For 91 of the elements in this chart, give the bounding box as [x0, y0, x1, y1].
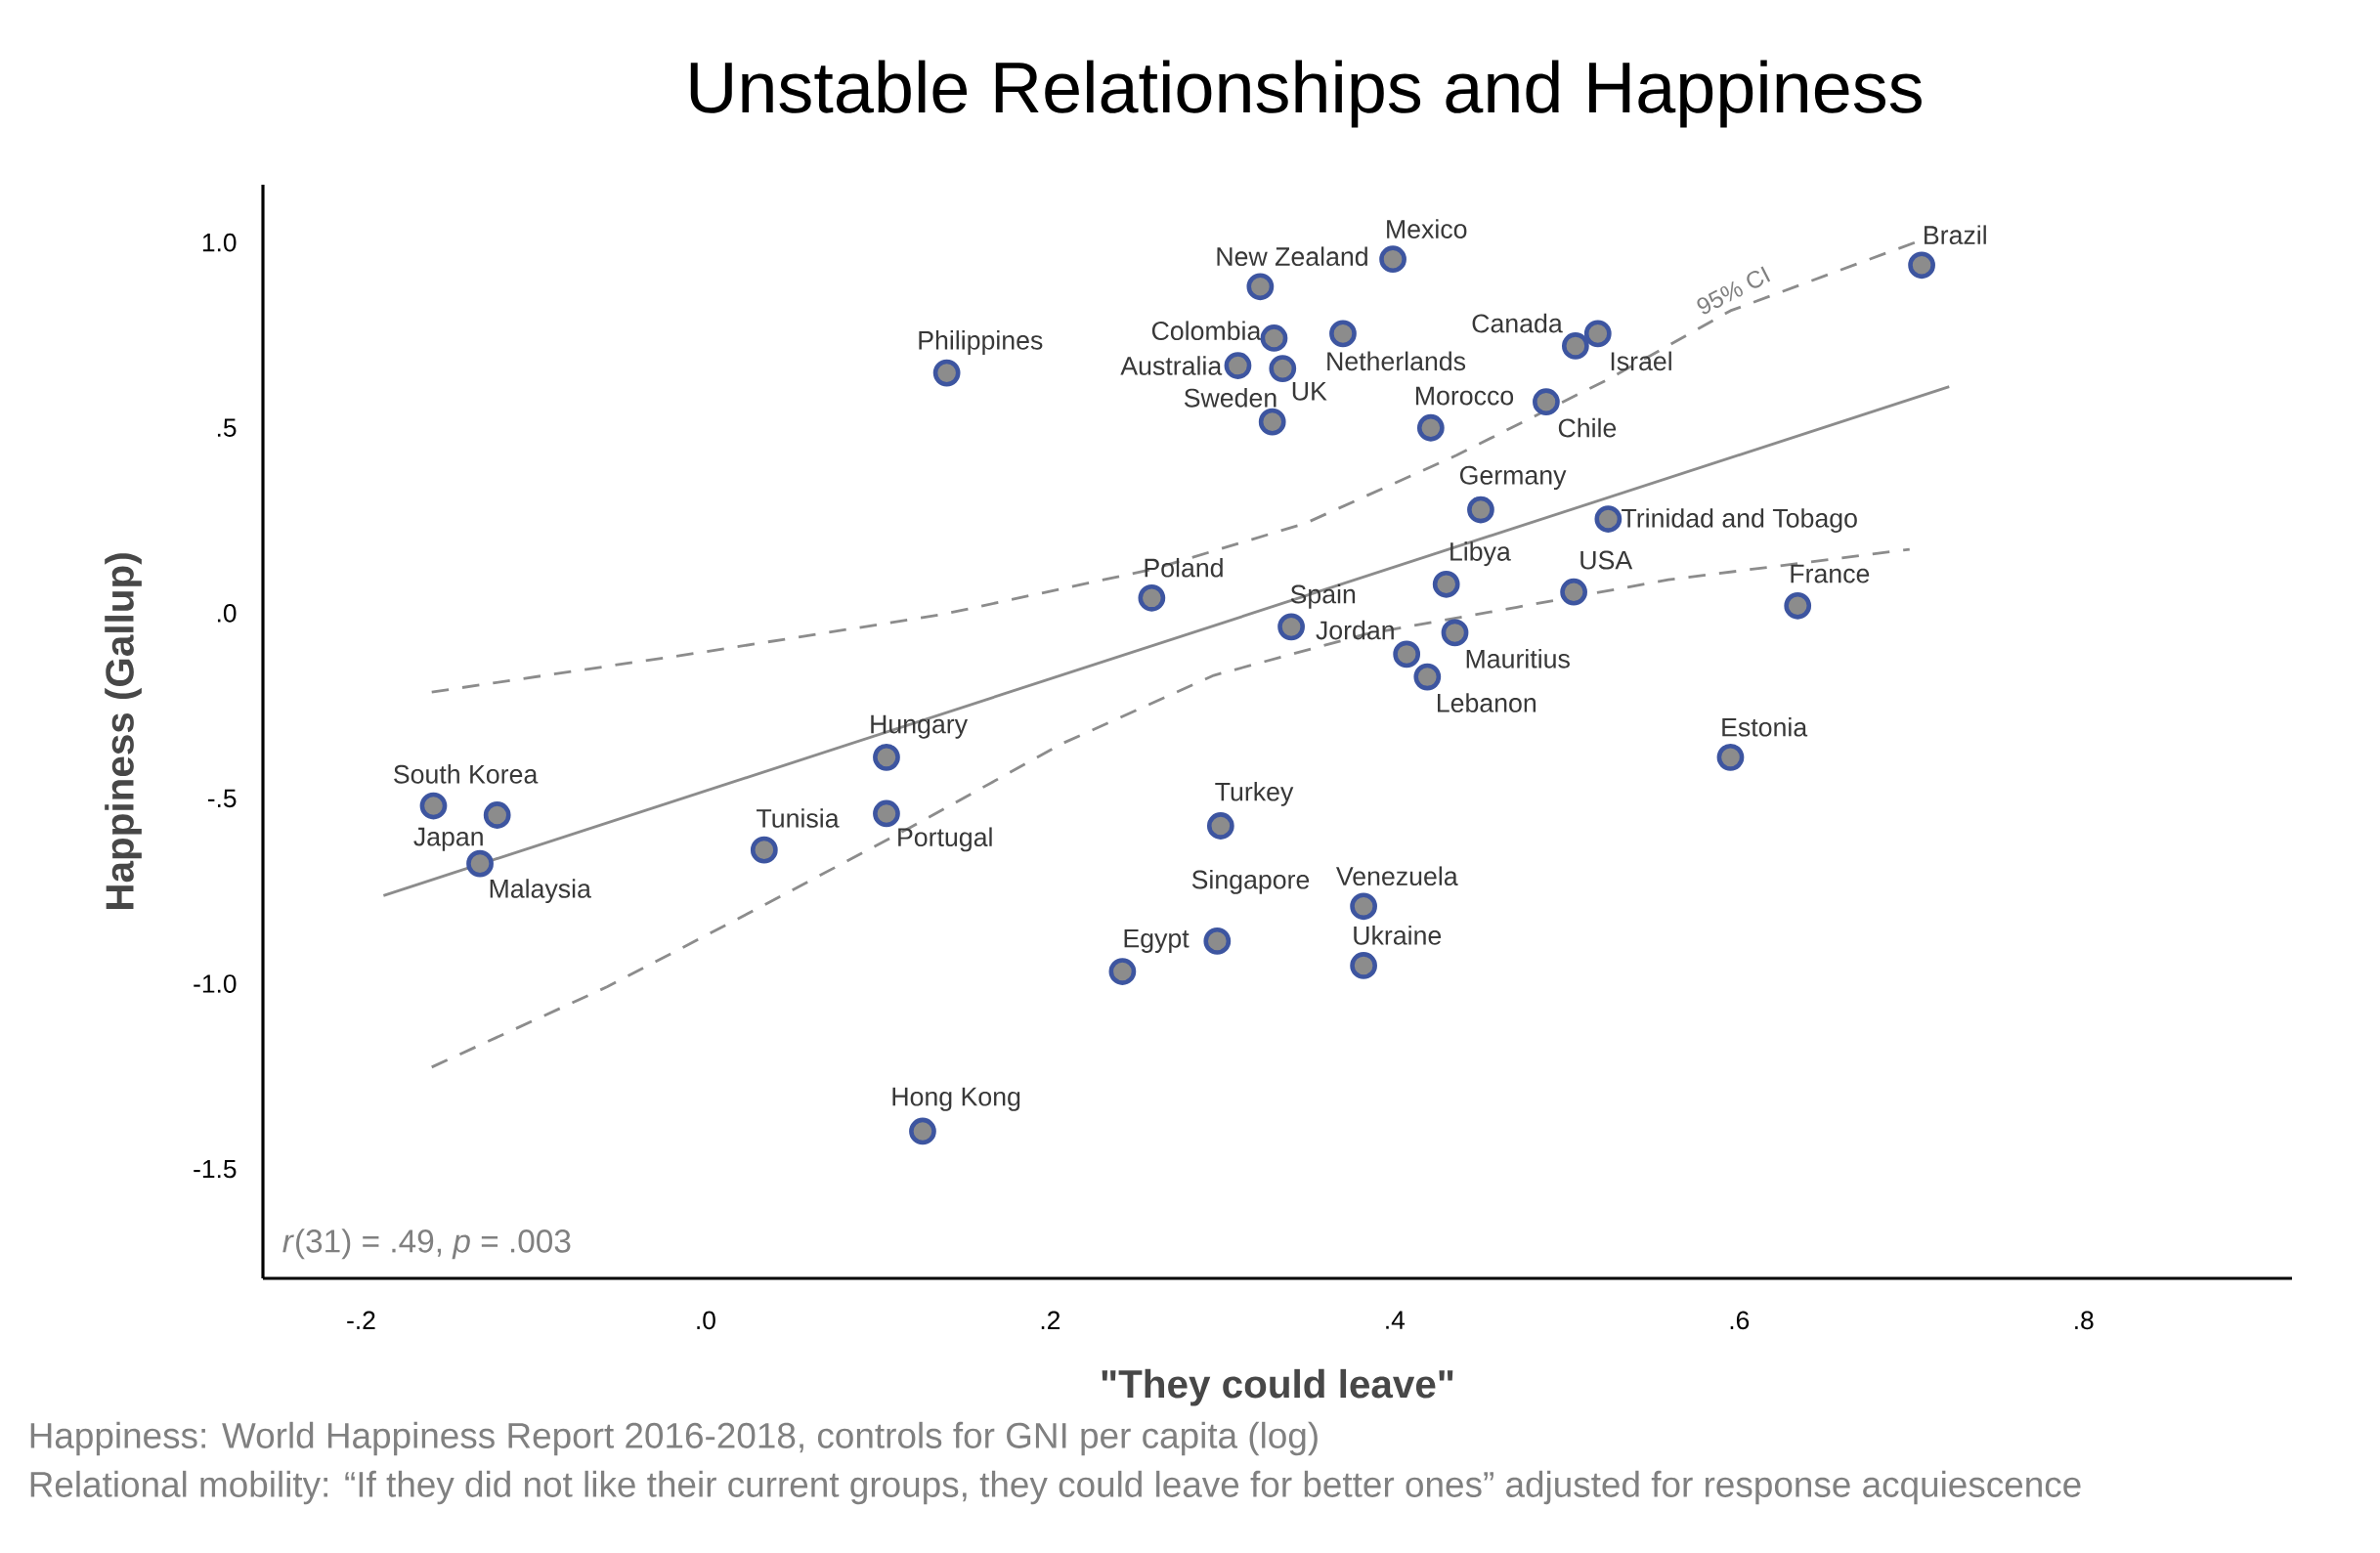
annotation: Netherlands	[1327, 351, 1466, 371]
point	[1258, 408, 1286, 436]
point	[873, 799, 900, 828]
point	[1224, 352, 1252, 379]
text: Relational mobility: “If they did not like their current groups, they could leave for better ones” adjusted for response acquiescence	[30, 1470, 2081, 1505]
annotation: Chile	[1558, 417, 1617, 438]
annotation: Portugal	[898, 827, 992, 852]
annotation: Malaysia	[490, 879, 591, 904]
point	[1246, 273, 1275, 301]
x-tick-label: -.2	[347, 1311, 375, 1329]
annotation: Japan	[413, 827, 483, 851]
annotation: Jordan	[1316, 620, 1394, 640]
annotation: Estonia	[1722, 716, 1808, 737]
point	[1416, 413, 1445, 442]
point	[1269, 355, 1297, 382]
point	[419, 792, 448, 820]
point	[932, 359, 961, 387]
annotation: Ukraine	[1354, 926, 1442, 945]
annotation: 95% CI	[1697, 266, 1771, 315]
annotation: Germany	[1459, 465, 1567, 491]
text: Happiness: World Happiness Report 2016-2018, controls for GNI per capita (log)	[30, 1421, 1318, 1456]
point	[1206, 812, 1234, 840]
annotation: Tunisia	[757, 808, 840, 828]
point	[1560, 578, 1587, 606]
point	[483, 801, 511, 829]
y-tick-label: .5	[217, 418, 237, 437]
chart-title: Unstable Relationships and Happiness	[690, 60, 1922, 128]
annotation: Israel	[1611, 351, 1671, 371]
y-tick-label: 1.0	[202, 233, 237, 252]
y-tick-label: -1.0	[194, 974, 237, 993]
x-axis-title: "They could leave"	[1102, 1368, 1453, 1406]
point	[466, 849, 494, 878]
annotation: UK	[1292, 382, 1327, 401]
point	[1260, 324, 1288, 352]
point	[1379, 245, 1406, 274]
annotation: Turkey	[1215, 781, 1294, 806]
point	[1203, 927, 1232, 955]
point	[1594, 505, 1623, 533]
x-tick-label: .8	[2075, 1311, 2094, 1330]
annotation: Trinidad and Tobago	[1622, 508, 1857, 534]
point	[1441, 619, 1469, 647]
y-tick-label: -1.5	[194, 1159, 237, 1179]
annotation: Hong Kong	[892, 1087, 1020, 1111]
point	[1432, 570, 1460, 598]
annotation: Philippines	[919, 330, 1043, 356]
point	[1350, 892, 1377, 921]
x-tick-label: .0	[697, 1311, 715, 1330]
point	[1138, 583, 1166, 612]
point	[1413, 663, 1442, 691]
y-tick-label: .0	[217, 604, 237, 623]
annotation: Lebanon	[1437, 693, 1536, 712]
annotation: Poland	[1145, 557, 1223, 578]
annotation: New Zealand	[1217, 246, 1367, 267]
y-axis-title: Happiness (Gallup)	[105, 553, 142, 909]
point	[1716, 743, 1745, 771]
x-tick-label: .2	[1041, 1311, 1060, 1329]
x-tick-label: .6	[1730, 1311, 1750, 1330]
point	[1329, 320, 1357, 348]
annotation: Venezuela	[1336, 866, 1458, 886]
annotation: Sweden	[1184, 388, 1277, 408]
y-tick-label: -.5	[207, 789, 237, 808]
annotation: Canada	[1472, 313, 1563, 333]
point	[1533, 388, 1560, 416]
point	[873, 743, 900, 771]
annotation: South Korea	[394, 764, 539, 784]
annotation: Brazil	[1925, 225, 1986, 245]
point	[1467, 496, 1494, 524]
line-series	[430, 240, 1917, 694]
annotation: Mexico	[1387, 219, 1467, 238]
point	[1108, 958, 1137, 985]
annotation: Mauritius	[1466, 649, 1570, 669]
annotation: r(31) = .49, p = .003	[282, 1229, 571, 1260]
annotation: Colombia	[1151, 321, 1262, 341]
annotation: Spain	[1290, 583, 1356, 609]
point	[1784, 591, 1812, 620]
annotation: Australia	[1120, 356, 1223, 375]
point	[1393, 640, 1421, 669]
annotation: France	[1791, 564, 1870, 583]
x-tick-label: .4	[1386, 1311, 1406, 1329]
point	[1350, 952, 1377, 979]
point	[1583, 320, 1612, 348]
annotation: Singapore	[1191, 869, 1310, 894]
annotation: Libya	[1450, 541, 1511, 567]
point	[1908, 251, 1935, 280]
point	[1561, 332, 1589, 360]
annotation: Morocco	[1415, 386, 1514, 406]
point	[909, 1117, 936, 1145]
annotation: USA	[1580, 550, 1633, 570]
annotation: Egypt	[1124, 928, 1190, 953]
point	[750, 836, 778, 864]
point	[1277, 613, 1305, 641]
